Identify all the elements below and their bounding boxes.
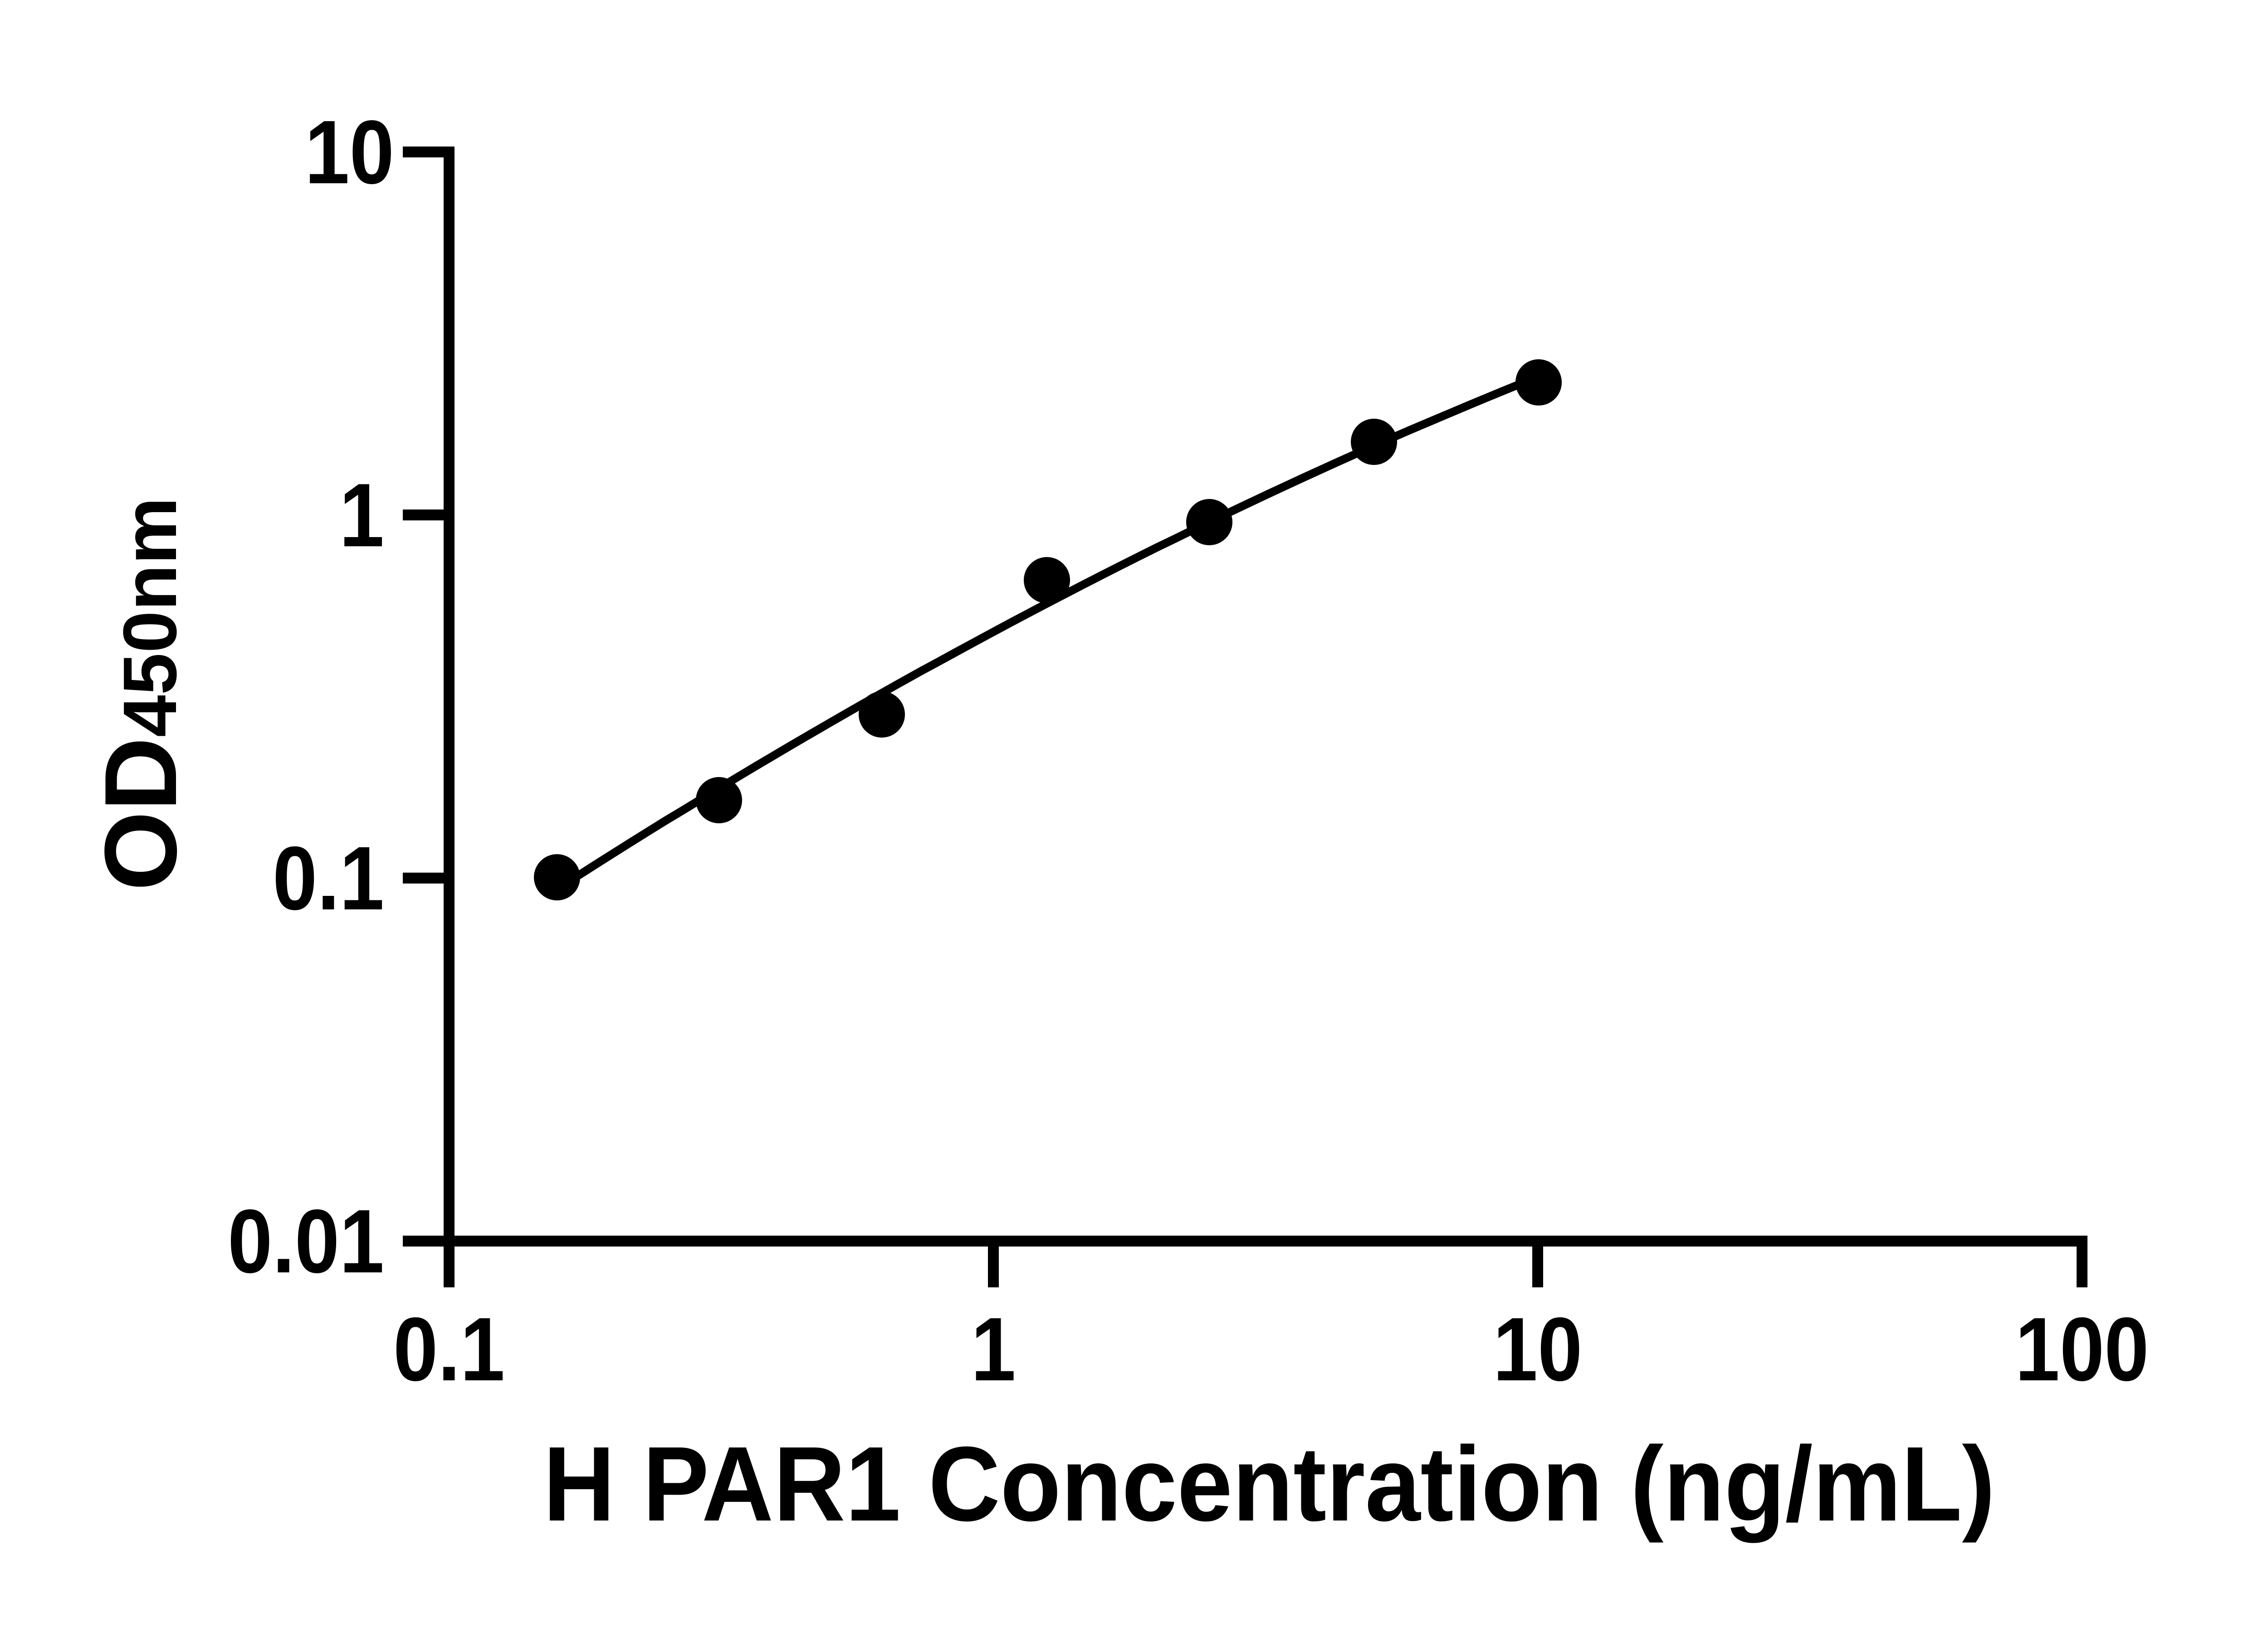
svg-text:100: 100 — [2015, 1299, 2149, 1400]
svg-text:0.1: 0.1 — [393, 1299, 505, 1400]
svg-text:10: 10 — [305, 102, 394, 203]
svg-text:0.01: 0.01 — [228, 1191, 384, 1292]
svg-text:1: 1 — [971, 1299, 1016, 1400]
svg-text:0.1: 0.1 — [273, 828, 384, 929]
svg-text:1: 1 — [339, 465, 384, 566]
svg-text:H PAR1 Concentration (ng/mL): H PAR1 Concentration (ng/mL) — [543, 1424, 1995, 1543]
svg-text:10: 10 — [1493, 1299, 1583, 1400]
